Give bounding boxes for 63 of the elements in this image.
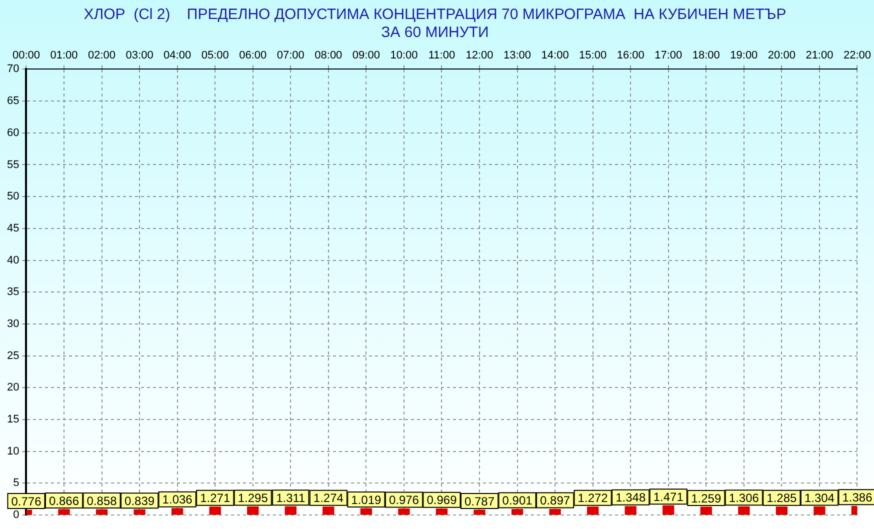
x-tick-label: 17:00: [654, 50, 682, 62]
data-label: 1.304: [804, 491, 835, 506]
x-tick-label: 05:00: [201, 50, 229, 62]
data-label: 1.295: [238, 491, 268, 506]
x-tick-label: 14:00: [541, 50, 569, 62]
y-tick-label: 40: [6, 254, 20, 266]
data-label: 1.348: [616, 490, 646, 505]
y-tick-label: 70: [6, 63, 20, 76]
data-label: 1.272: [578, 491, 608, 506]
y-tick-label: 35: [6, 286, 20, 298]
y-tick-label: 20: [6, 382, 20, 394]
y-tick-label: 25: [6, 350, 20, 362]
y-tick-label: 10: [6, 445, 20, 458]
data-label: 1.386: [842, 490, 873, 504]
y-tick-label: 5: [13, 477, 20, 490]
data-label: 0.866: [48, 494, 80, 508]
x-tick-label: 18:00: [692, 50, 720, 62]
y-tick-label: 60: [6, 126, 20, 139]
data-label: 0.839: [124, 494, 155, 508]
data-label: 1.306: [728, 490, 760, 505]
data-label: 1.471: [653, 490, 684, 504]
x-tick-label: 00:00: [12, 50, 40, 62]
data-label: 1.285: [766, 491, 798, 506]
data-label: 0.858: [86, 494, 118, 508]
x-tick-label: 22:00: [843, 50, 871, 62]
y-tick-label: 50: [6, 190, 20, 203]
data-label: 0.897: [540, 494, 570, 508]
data-label: 0.776: [11, 494, 42, 508]
data-label: 1.311: [276, 490, 306, 505]
x-tick-label: 16:00: [616, 50, 644, 62]
x-tick-label: 01:00: [50, 50, 78, 62]
chart-subtitle: ЗА 60 МИНУТИ: [381, 24, 489, 42]
x-tick-label: 15:00: [579, 50, 607, 62]
y-tick-label: 65: [6, 95, 20, 108]
x-tick-label: 07:00: [276, 50, 304, 62]
data-label: 0.969: [426, 493, 458, 508]
y-tick-label: 55: [6, 158, 20, 171]
data-label: 1.259: [691, 491, 722, 506]
x-tick-label: 04:00: [164, 50, 192, 62]
data-label: 1.274: [313, 491, 344, 506]
x-tick-label: 20:00: [768, 50, 796, 62]
x-tick-label: 10:00: [390, 50, 418, 62]
x-tick-label: 13:00: [504, 50, 532, 62]
y-tick-label: 0: [13, 509, 20, 522]
y-tick-label: 30: [6, 318, 20, 330]
x-tick-label: 12:00: [466, 50, 494, 62]
x-tick-label: 21:00: [806, 50, 834, 62]
x-tick-label: 09:00: [352, 50, 380, 62]
x-tick-label: 11:00: [428, 50, 456, 62]
x-tick-label: 03:00: [126, 50, 154, 62]
x-tick-label: 08:00: [314, 50, 342, 62]
data-label: 1.019: [351, 492, 382, 507]
data-label: 0.901: [502, 494, 533, 508]
x-tick-label: 02:00: [88, 50, 116, 62]
x-tick-label: 19:00: [730, 50, 758, 62]
x-tick-label: 06:00: [239, 50, 267, 62]
y-tick-label: 15: [6, 414, 20, 426]
data-label: 0.976: [388, 493, 420, 508]
y-tick-label: 45: [6, 222, 20, 234]
data-label: 1.036: [162, 492, 193, 507]
chart-title: ХЛОР (Cl 2) ПРЕДЕЛНО ДОПУСТИМА КОНЦЕНТРАЦИЯ 70 МИКРОГРАМА НА КУБИЧЕН МЕТЪР: [84, 6, 786, 24]
data-label: 1.271: [200, 491, 230, 506]
data-label: 0.787: [464, 494, 495, 508]
